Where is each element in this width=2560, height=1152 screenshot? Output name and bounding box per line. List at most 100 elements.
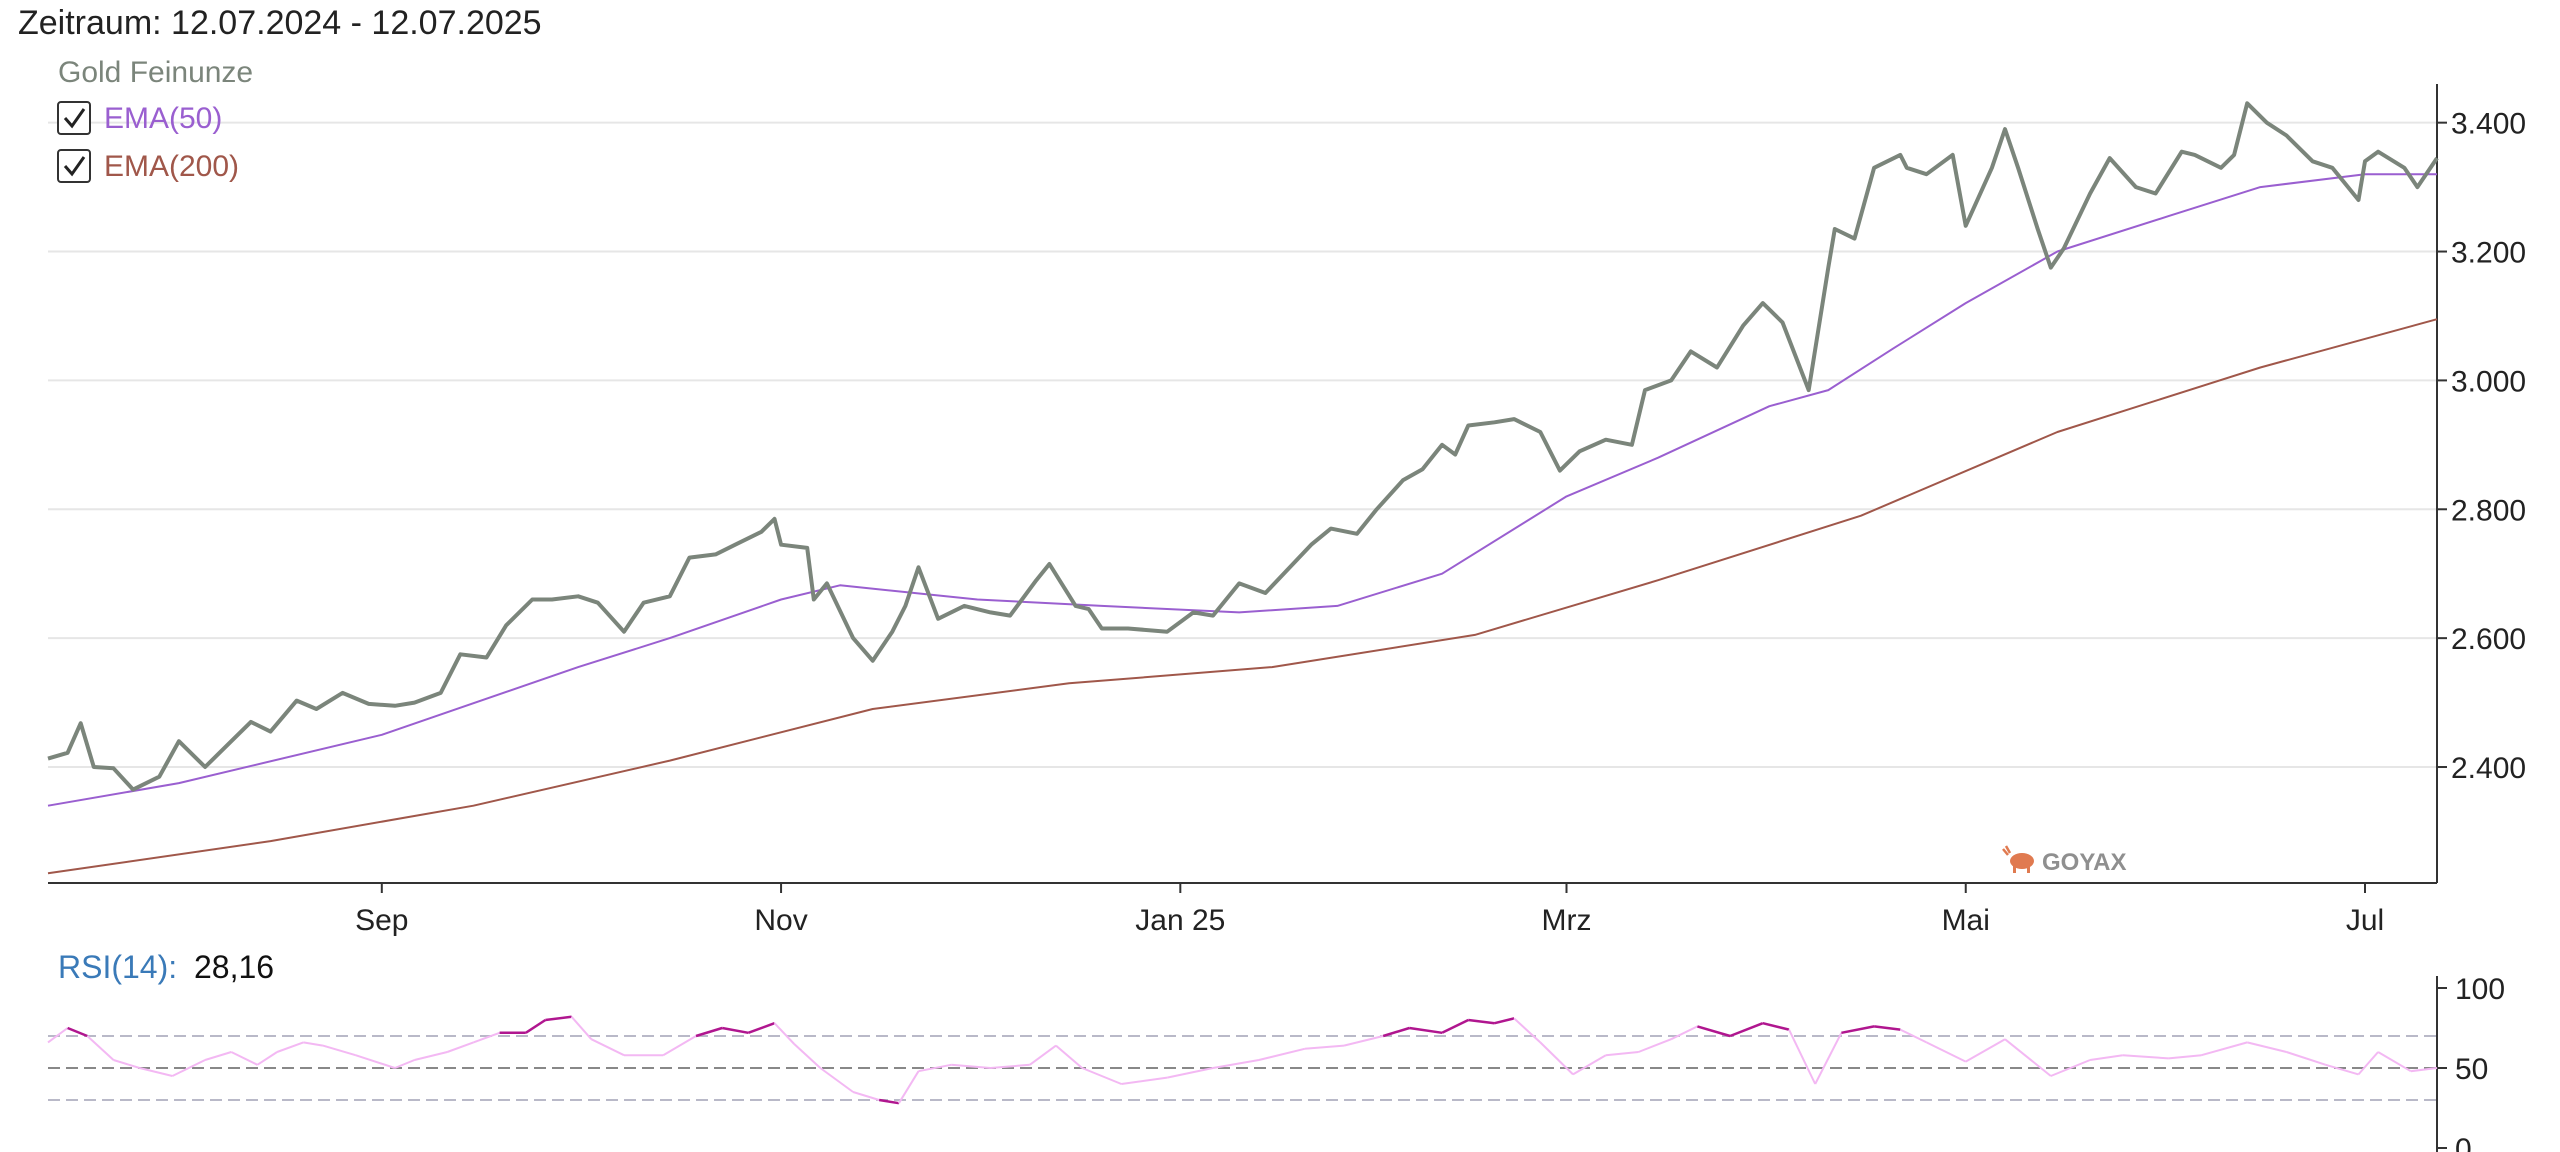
rsi-axes — [2436, 976, 2438, 1152]
y-tick-label: 2.600 — [2451, 623, 2526, 656]
rsi-segment — [230, 1051, 258, 1066]
rsi-label: RSI(14): — [58, 949, 177, 985]
rsi-segment — [570, 1016, 593, 1040]
ema200-checkbox[interactable] — [57, 149, 91, 183]
rsi-segment — [747, 1022, 775, 1034]
rsi-segment — [2201, 1041, 2248, 1057]
rsi-segment — [1212, 1059, 1260, 1069]
rsi-segment — [2089, 1054, 2123, 1061]
rsi-segment — [204, 1051, 232, 1061]
period-label: Zeitraum: 12.07.2024 - 12.07.2025 — [18, 4, 542, 42]
rsi-segment — [1965, 1038, 2006, 1063]
rsi-segment — [86, 1035, 115, 1061]
rsi-segment — [1409, 1026, 1443, 1035]
legend-ema50[interactable]: EMA(50) — [57, 101, 222, 135]
x-tick-label: Mrz — [1541, 904, 1591, 937]
y-tick-label: 3.000 — [2451, 365, 2526, 398]
rsi-segment — [1697, 1025, 1731, 1038]
rsi-segment — [355, 1054, 396, 1069]
rsi-segment — [898, 1070, 920, 1104]
y-tick-label: 3.200 — [2451, 237, 2526, 270]
rsi-segment — [1343, 1035, 1384, 1047]
rsi-segment — [990, 1063, 1030, 1069]
rsi-segment — [414, 1051, 448, 1061]
rsi-segment — [139, 1067, 173, 1077]
rsi-segment — [303, 1041, 324, 1047]
rsi-segment — [1494, 1017, 1515, 1025]
x-tick-label: Mai — [1942, 904, 1990, 937]
legend-ema200-label: EMA(200) — [104, 150, 239, 183]
rsi-segment — [2286, 1051, 2327, 1066]
rsi-segment — [1468, 1018, 1495, 1025]
rsi-segment — [276, 1041, 304, 1053]
rsi-segment — [1762, 1021, 1790, 1031]
gold-price-line — [47, 101, 2439, 792]
goyax-watermark: GOYAX — [2002, 845, 2126, 876]
rsi-segment — [1539, 1041, 1574, 1076]
goyax-text: GOYAX — [2042, 849, 2126, 876]
check-icon — [63, 156, 86, 177]
y-tick-label: 2.400 — [2451, 752, 2526, 785]
rsi-segment — [1814, 1032, 1843, 1085]
rsi-segment — [1081, 1067, 1122, 1085]
rsi-segment — [47, 1027, 69, 1044]
rsi-tick-label: 100 — [2455, 973, 2505, 1006]
x-tick-label: Sep — [355, 904, 408, 937]
rsi-segment — [819, 1067, 854, 1093]
legend-ema50-label: EMA(50) — [104, 102, 222, 135]
legend-ema200[interactable]: EMA(200) — [57, 149, 239, 183]
y-tick-label: 3.400 — [2451, 108, 2526, 141]
rsi-segment — [1899, 1028, 1927, 1044]
legend: Gold Feinunze EMA(50) EMA(200) — [57, 56, 253, 183]
rsi-segment — [793, 1043, 821, 1069]
main-axes — [48, 84, 2438, 884]
rsi-series — [47, 1015, 2438, 1105]
ema50-checkbox[interactable] — [57, 101, 91, 135]
rsi-segment — [590, 1038, 625, 1057]
rsi-segment — [918, 1063, 952, 1073]
rsi-segment — [473, 1031, 500, 1044]
rsi-segment — [1382, 1026, 1410, 1038]
rsi-segment — [1258, 1047, 1305, 1061]
rsi-segment — [2377, 1051, 2412, 1073]
rsi-segment — [2050, 1059, 2091, 1077]
rsi-segment — [1055, 1044, 1083, 1069]
rsi-segment — [1841, 1025, 1875, 1035]
rsi-segment — [545, 1015, 572, 1022]
rsi-segment — [951, 1063, 991, 1069]
rsi-segment — [773, 1022, 795, 1045]
rsi-segment — [322, 1044, 356, 1057]
rsi-tick-label: 50 — [2455, 1053, 2488, 1086]
x-tick-label: Jul — [2346, 904, 2384, 937]
rsi-segment — [171, 1059, 206, 1077]
rsi-segment — [662, 1035, 697, 1057]
bull-icon — [2002, 845, 2034, 873]
rsi-segment — [1572, 1054, 1607, 1076]
x-tick-labels: Sep Nov Jan 25 Mrz Mai Jul — [355, 883, 2384, 937]
rsi-segment — [1638, 1038, 1672, 1053]
rsi-segment — [1304, 1044, 1345, 1050]
rsi-segment — [852, 1091, 880, 1101]
rsi-tick-labels: 0 50 100 — [2437, 973, 2505, 1152]
ema50-line — [47, 173, 2437, 807]
y-tick-labels: 2.400 2.600 2.800 3.000 3.200 3.400 — [2437, 108, 2526, 785]
rsi-segment — [1166, 1067, 1214, 1079]
rsi-segment — [446, 1041, 474, 1053]
rsi-segment — [525, 1018, 547, 1034]
rsi-segment — [1788, 1029, 1817, 1085]
legend-gold-label: Gold Feinunze — [58, 56, 253, 89]
ema200-line — [47, 318, 2438, 875]
rsi-segment — [721, 1026, 749, 1035]
rsi-reference-lines — [48, 1035, 2437, 1101]
price-series — [47, 101, 2439, 875]
rsi-segment — [695, 1026, 723, 1038]
rsi-segment — [1441, 1018, 1469, 1034]
rsi-segment — [1926, 1041, 1967, 1063]
rsi-segment — [1605, 1051, 1639, 1057]
rsi-segment — [1029, 1044, 1057, 1066]
rsi-segment — [2122, 1054, 2169, 1060]
rsi-segment — [1670, 1025, 1698, 1041]
rsi-segment — [2410, 1067, 2438, 1073]
rsi-segment — [1121, 1076, 1168, 1085]
rsi-segment — [394, 1059, 415, 1069]
